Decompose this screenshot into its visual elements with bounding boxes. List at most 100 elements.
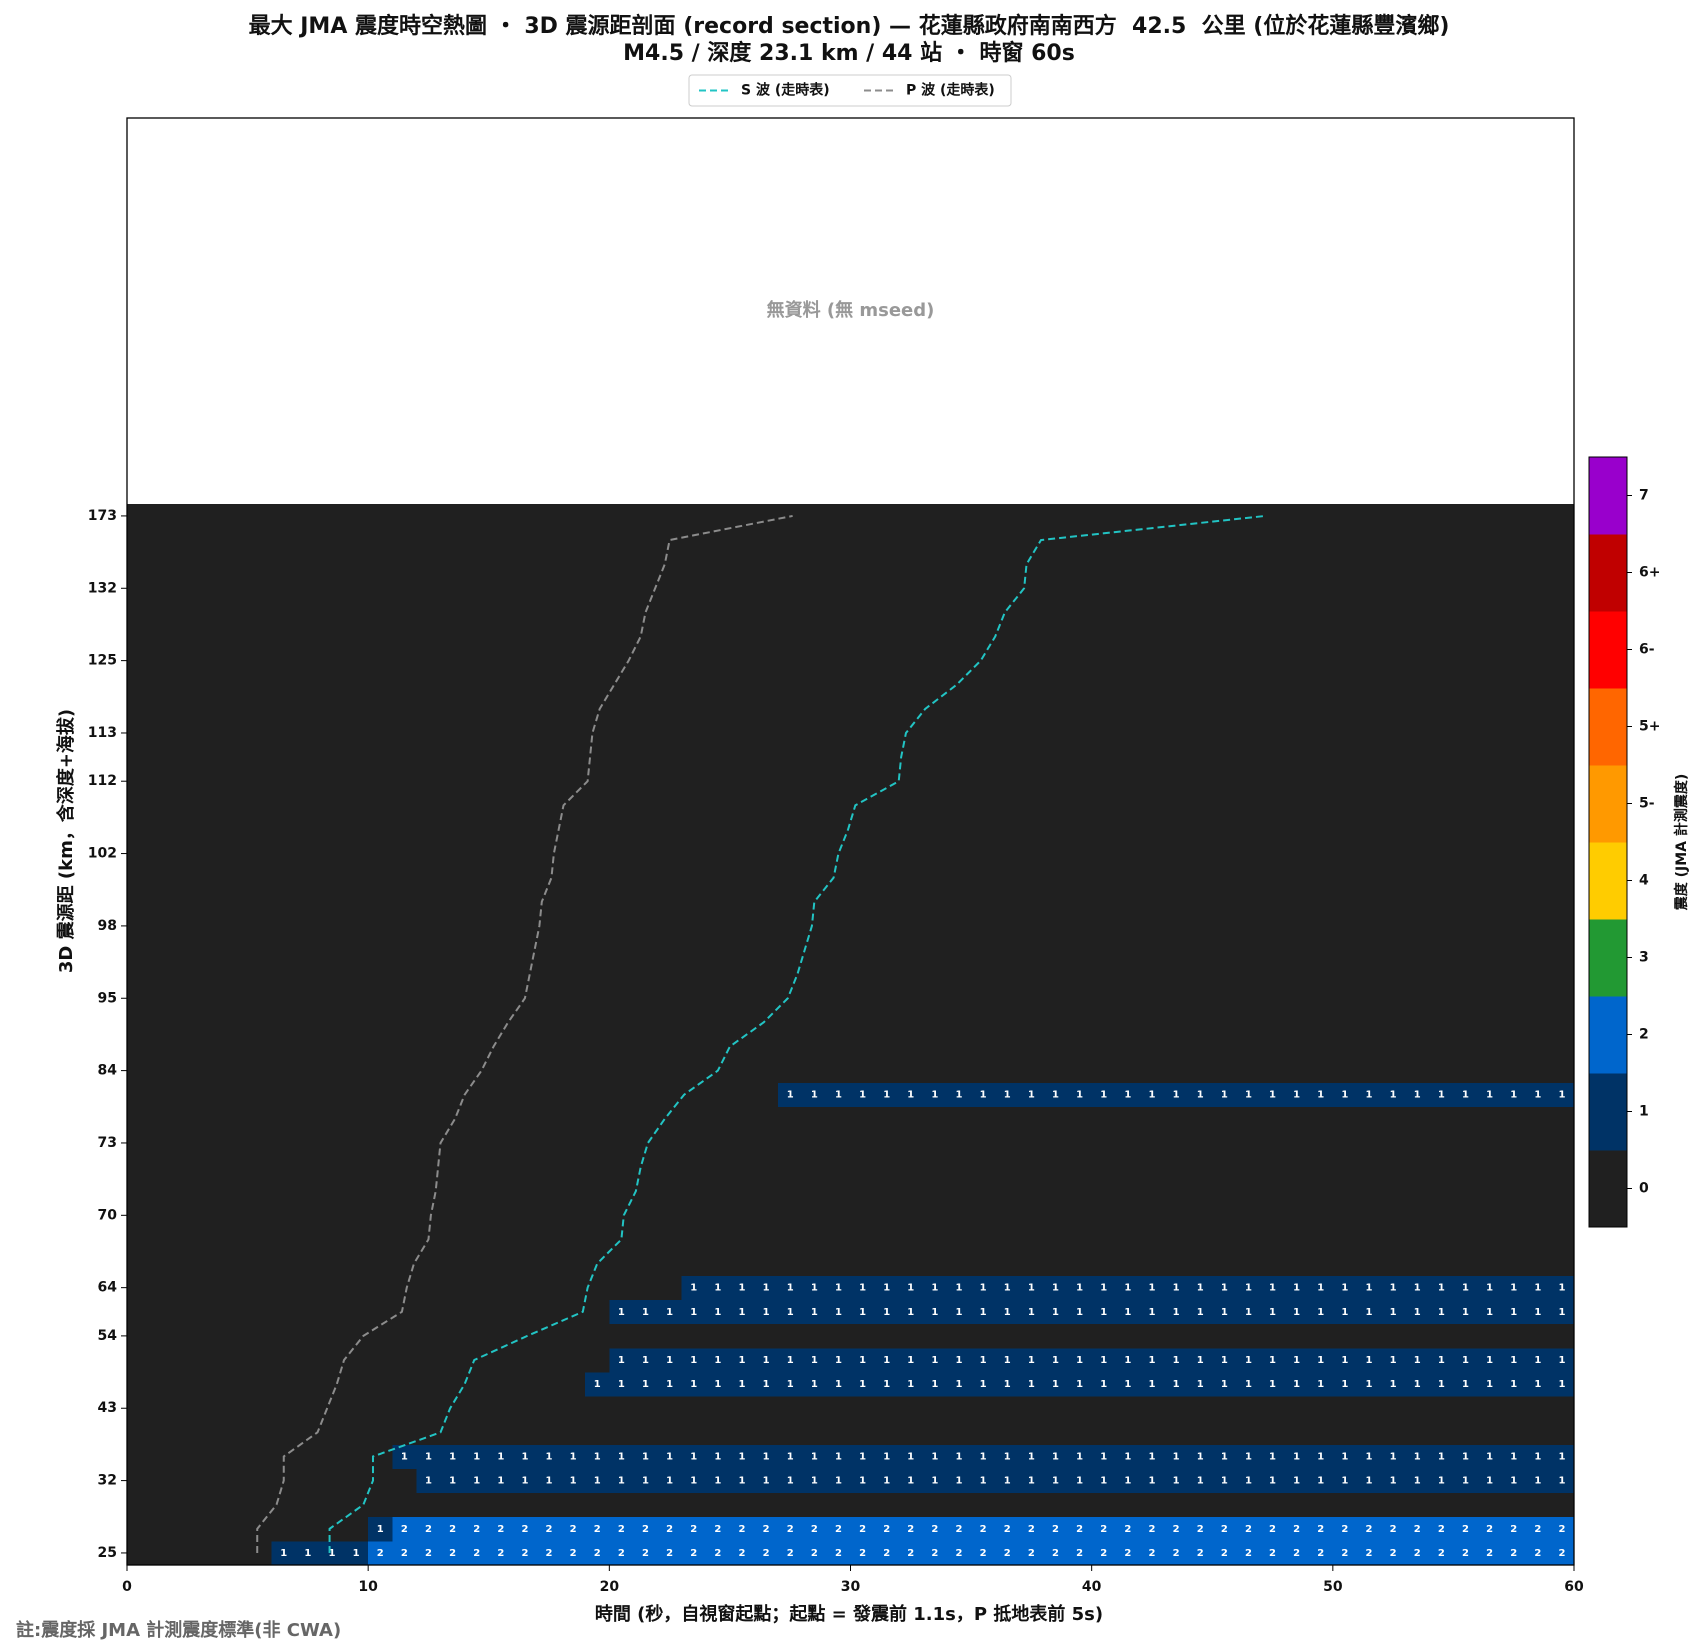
heat-cell [247,1082,273,1108]
heat-cell [1188,624,1213,649]
heat-cell [464,1227,490,1252]
heat-cell [464,1299,490,1325]
cell-label: 1 [666,1451,673,1462]
heat-cell [464,1540,490,1566]
heat-cell [802,624,827,649]
heat-cell [1453,1468,1478,1494]
heat-cell [609,1275,634,1301]
heat-cell [778,1372,803,1397]
colorbar-label: 震度 (JMA 計測震度) [1673,774,1690,912]
heat-cell [898,1082,924,1108]
heat-cell [850,1540,876,1566]
heat-cell [1549,1275,1575,1301]
heat-cell [1260,745,1285,770]
heat-cell [995,913,1020,939]
heat-cell [609,1251,634,1276]
heat-cell [826,1034,851,1059]
heat-cell [199,1516,224,1542]
heat-cell [681,1420,707,1445]
y-tick-label: 25 [98,1545,117,1561]
heat-cell [1019,986,1044,1011]
cell-label: 1 [1245,1283,1252,1294]
heat-cell [1525,552,1551,577]
heat-cell [850,1299,876,1325]
heat-cell [464,1251,490,1276]
heat-cell [416,672,441,698]
heat-cell [440,648,466,674]
heat-cell [1308,1372,1334,1397]
heat-cell [1477,1468,1503,1494]
heat-cell [1356,889,1382,915]
heat-cell [1139,1444,1165,1469]
heat-cell [223,769,248,794]
heat-cell [922,962,948,987]
heat-cell [1019,1179,1044,1204]
heat-cell [319,552,345,577]
heat-cell [1067,1155,1093,1180]
cell-label: 1 [1148,1379,1155,1390]
heat-cell [1284,1492,1310,1518]
heat-cell [368,503,393,529]
heat-cell [1525,576,1551,601]
heat-cell [271,696,297,722]
heat-cell [585,1106,610,1132]
heat-cell [1332,1372,1358,1397]
heat-cell [1477,937,1503,963]
heat-cell [874,648,900,674]
heat-cell [946,527,972,553]
cell-label: 1 [570,1476,577,1487]
heat-cell [778,1299,803,1325]
colorbar-swatch [1589,688,1627,766]
cell-label: 1 [1534,1307,1541,1318]
heat-cell [1356,576,1382,601]
heat-cell [1356,769,1382,794]
heat-cell [1525,696,1551,722]
cell-label: 2 [1317,1524,1324,1535]
heat-cell [536,962,562,987]
heat-cell [1067,1010,1093,1035]
heat-cell [247,600,273,625]
heat-cell [1477,1444,1503,1469]
heat-cell [850,1130,876,1156]
heat-cell [922,841,948,867]
cell-label: 1 [1004,1283,1011,1294]
heat-cell [633,889,658,915]
heat-cell [657,1155,683,1180]
heat-cell [1477,841,1503,867]
cell-label: 1 [1173,1090,1180,1101]
heat-cell [1501,962,1527,987]
heat-cell [561,986,586,1011]
heat-cell [175,1444,200,1469]
heat-cell [1356,1203,1382,1228]
heat-cell [1139,962,1165,987]
heat-cell [1260,986,1285,1011]
heat-cell [1525,1372,1551,1397]
heat-cell [729,720,755,746]
heat-cell [271,745,297,770]
heat-cell [295,527,321,553]
heat-cell [1139,648,1165,674]
heat-cell [681,1492,707,1518]
heat-cell [1332,962,1358,987]
heat-cell [1236,600,1261,625]
heat-cell [729,1130,755,1156]
heat-cell [1429,1034,1454,1059]
heat-cell [1115,1323,1141,1349]
heat-cell [633,817,658,842]
heat-cell [175,793,200,818]
cell-label: 1 [1197,1283,1204,1294]
heat-cell [1188,841,1213,867]
heat-cell [512,1106,538,1132]
heat-cell [319,720,345,746]
heat-cell [392,793,417,818]
heat-cell [151,1372,176,1397]
heat-cell [1164,817,1189,842]
heat-cell [1019,1155,1044,1180]
heat-cell [633,720,658,746]
heat-cell [1212,1420,1237,1445]
heat-cell [609,600,634,625]
heat-cell [681,1130,707,1156]
heat-cell [1549,552,1575,577]
heat-cell [1260,889,1285,915]
cell-label: 1 [353,1548,360,1559]
